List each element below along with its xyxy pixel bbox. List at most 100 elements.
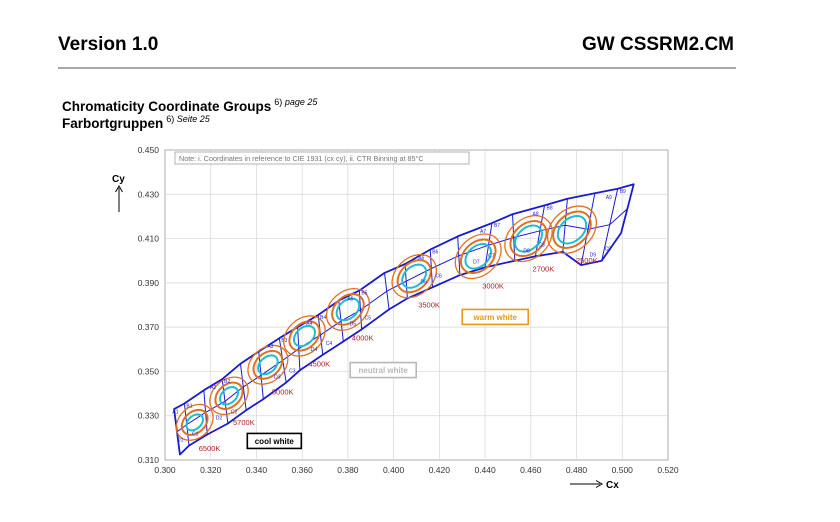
note-text: Note: i. Coordinates in reference to CIE… [179,154,424,163]
bin-label: D4 [311,347,318,353]
y-tick-label: 0.410 [138,234,160,244]
bin-label: A7 [480,229,486,235]
macadam-ellipse-inner [401,263,428,289]
x-tick-label: 0.520 [657,465,679,475]
y-axis-arrowhead [115,185,123,193]
y-tick-label: 0.430 [138,189,160,199]
x-tick-label: 0.460 [520,465,542,475]
bin-label: C7 [488,253,495,259]
bin-label: B9 [620,189,626,195]
macadam-ellipse-outer [325,287,370,331]
bin-divider [457,236,461,276]
y-tick-label: 0.390 [138,278,160,288]
section-title-de: Farbortgruppen 6) Seite 25 [62,114,210,131]
bin-label: A2 [210,385,216,391]
bin-label: C3 [289,369,296,375]
bin-label: D2 [216,415,223,421]
x-tick-label: 0.300 [154,465,176,475]
x-tick-label: 0.360 [292,465,314,475]
bin-divider [297,327,301,371]
bin-label: A4 [306,321,312,327]
section-ref-de: 6) Seite 25 [166,114,210,124]
y-tick-label: 0.370 [138,322,160,332]
cct-label: 4500K [308,359,330,368]
bin-label: C5 [365,315,372,321]
bin-label: D3 [274,375,281,381]
bin-label: B2 [224,379,230,385]
bin-divider [258,351,264,400]
cct-label: 5700K [233,418,255,427]
macadam-ellipse-inner [185,413,204,432]
bin-divider [534,205,546,257]
bin-label: D9 [590,253,597,259]
bin-label: C2 [231,409,238,415]
bin-label: D8 [523,248,530,254]
macadam-ellipse-inner [292,324,316,348]
macadam-ellipse-mid [252,349,284,380]
y-tick-label: 0.450 [138,145,160,155]
bin-label: C4 [326,341,333,347]
macadam-ellipse-inner [556,214,588,245]
macadam-ellipse-outer [504,214,553,263]
macadam-ellipse-outer [209,376,249,416]
bin-label: A6 [418,256,424,262]
section-ref-de-num: 6) [166,114,175,124]
macadam-ellipse-mid [509,220,548,258]
macadam-ellipse-outer [454,233,502,280]
region-label-cool: cool white [255,437,295,446]
bin-label: C1 [192,432,199,438]
bin-divider [383,272,390,310]
section-ref-en: 6) page 25 [274,97,317,107]
y-axis-label: Cy [112,174,125,185]
bin-label: D5 [350,321,357,327]
section-title-en-text: Chromaticity Coordinate Groups [62,99,272,114]
bin-label: C8 [538,242,545,248]
cct-label: 5000K [272,387,294,396]
bin-label: C9 [605,247,612,253]
section-ref-en-page: page 25 [284,97,318,107]
cct-label: 2700K [533,264,555,273]
bin-label: C6 [436,273,443,279]
bin-label: B3 [281,338,287,344]
section-title-de-text: Farbortgruppen [62,116,164,131]
bin-label: A9 [606,195,612,201]
bin-label: B1 [186,404,192,410]
macadam-ellipse-mid [214,381,244,410]
x-tick-label: 0.500 [612,465,634,475]
bin-label: B4 [320,315,326,321]
bin-midline [176,208,628,433]
macadam-ellipse-mid [552,210,592,249]
macadam-ellipse-outer [546,205,597,255]
bin-label: A1 [172,410,178,416]
version-label: Version 1.0 [58,34,159,55]
cct-label: 3000K [482,281,504,290]
document-id: GW CSSRM2.CM [582,34,734,55]
macadam-ellipse-mid [459,238,497,275]
y-tick-label: 0.350 [138,366,160,376]
header-divider [58,67,736,69]
macadam-ellipse-inner [335,297,361,322]
cct-label: 2500K [576,256,598,265]
x-tick-label: 0.340 [246,465,268,475]
bin-label: B8 [547,205,553,211]
macadam-ellipse-inner [257,354,279,376]
bin-divider [338,300,344,342]
bin-label: A3 [267,344,273,350]
section-title-en: Chromaticity Coordinate Groups 6) page 25 [62,97,317,114]
bin-label: D6 [421,279,428,285]
bin-label: B6 [432,250,438,256]
x-tick-label: 0.380 [337,465,359,475]
macadam-ellipse-mid [396,259,432,294]
region-label-neutral: neutral white [359,366,409,375]
macadam-ellipse-inner [514,224,543,253]
bin-divider [317,314,324,355]
region-box-neutral [349,361,417,379]
note-box [174,151,470,165]
macadam-ellipse-outer [391,254,437,299]
macadam-ellipse-mid [180,408,209,436]
x-tick-label: 0.320 [200,465,222,475]
bin-divider [601,188,619,261]
x-tick-label: 0.400 [383,465,405,475]
region-box-cool [246,432,303,450]
